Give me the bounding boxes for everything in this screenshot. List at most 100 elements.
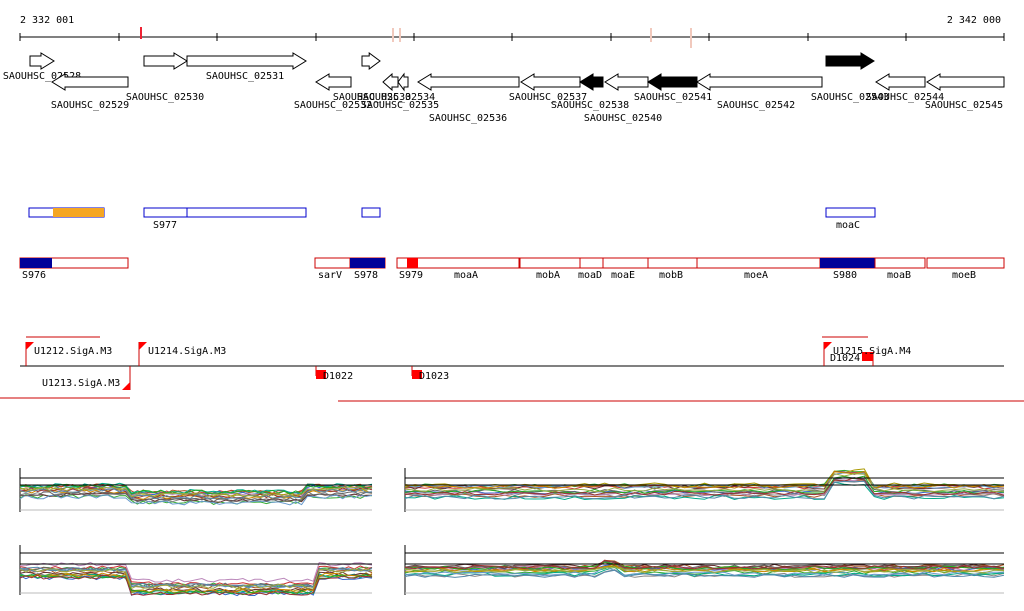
gene-label: SAOUHSC_02538 <box>551 100 629 111</box>
expression-profile-line <box>19 568 373 590</box>
red-feature-label: moaD <box>578 270 602 281</box>
expression-panel <box>19 468 373 512</box>
promoter-flag <box>824 342 832 350</box>
promoter-label: D1022 <box>323 371 353 382</box>
gene-arrow[interactable] <box>315 73 352 91</box>
promoter-label: U1215.SigA.M4 <box>833 346 911 357</box>
gene-label: SAOUHSC_02536 <box>429 113 507 124</box>
red-feature-track: S976 sarV S978 S979 moaA mobA moaD moaE mobB moeA… <box>19 257 1005 281</box>
axis-end-label: 2 342 000 <box>947 15 1001 26</box>
expression-profile-line <box>19 486 373 498</box>
blue-feature[interactable] <box>825 207 876 218</box>
gene-label: SAOUHSC_02541 <box>634 92 712 103</box>
promoter-label: U1214.SigA.M3 <box>148 346 226 357</box>
blue-feature-label: moaC <box>836 220 860 231</box>
expression-profile-line <box>404 567 1005 574</box>
blue-feature-label: S977 <box>153 220 177 231</box>
expression-profile-line <box>404 566 1005 577</box>
promoter-track: U1212.SigA.M3 U1213.SigA.M3 U1214.SigA.M… <box>0 336 1024 402</box>
red-feature[interactable] <box>396 257 520 269</box>
gene-label: SAOUHSC_02533 <box>333 92 411 103</box>
expression-panel <box>19 545 373 597</box>
red-feature-label: S979 <box>399 270 423 281</box>
promoter-box <box>412 370 422 379</box>
expression-profile-line <box>404 477 1005 497</box>
expression-panel <box>404 545 1005 595</box>
red-feature[interactable] <box>926 257 1005 269</box>
gene-arrow[interactable] <box>579 73 604 91</box>
gene-label: SAOUHSC_02545 <box>925 100 1003 111</box>
axis-markers-pale <box>392 28 692 48</box>
red-feature[interactable] <box>314 257 351 269</box>
red-feature-label: mobA <box>536 270 560 281</box>
gene-arrow[interactable] <box>696 73 823 91</box>
expression-profile-line <box>19 483 373 495</box>
gene-arrow[interactable] <box>647 73 698 91</box>
red-feature-label: moeA <box>744 270 768 281</box>
promoter-flag <box>122 382 130 390</box>
expression-profile-line <box>19 494 373 506</box>
red-feature-label: mobB <box>659 270 683 281</box>
axis-ticks <box>19 33 1005 41</box>
gene-arrow[interactable] <box>29 52 55 70</box>
red-feature-highlight <box>20 258 52 268</box>
gene-arrow[interactable] <box>604 73 649 91</box>
promoter-label: D1023 <box>419 371 449 382</box>
red-feature[interactable] <box>647 257 698 269</box>
expression-profile-line <box>19 566 373 588</box>
gene-arrow[interactable] <box>926 73 1005 91</box>
red-feature-highlight <box>820 258 875 268</box>
gene-arrow[interactable] <box>875 73 926 91</box>
red-feature-label: S980 <box>833 270 857 281</box>
red-feature-label: moaE <box>611 270 635 281</box>
expression-profile-line <box>404 472 1005 490</box>
gene-arrow[interactable] <box>397 72 409 92</box>
promoter-flag <box>26 342 34 350</box>
blue-feature[interactable] <box>186 207 307 218</box>
gene-arrow[interactable] <box>361 52 381 70</box>
expression-profile-line <box>404 473 1005 493</box>
gene-arrow[interactable] <box>382 72 399 92</box>
red-feature[interactable] <box>579 257 604 269</box>
gene-arrow[interactable] <box>143 52 188 70</box>
red-feature-highlight <box>407 258 418 268</box>
expression-profile-line <box>404 566 1004 577</box>
blue-feature[interactable] <box>361 207 381 218</box>
gene-label: SAOUHSC_02542 <box>717 100 795 111</box>
axis-start-label: 2 332 001 <box>20 15 74 26</box>
gene-arrow[interactable] <box>520 73 581 91</box>
red-feature-label: S978 <box>354 270 378 281</box>
gene-arrow[interactable] <box>186 52 307 70</box>
red-feature[interactable] <box>602 257 649 269</box>
gene-arrow[interactable] <box>417 73 520 91</box>
promoter-box <box>862 352 873 361</box>
gene-label: SAOUHSC_02531 <box>206 71 284 82</box>
gene-arrow[interactable] <box>51 73 129 91</box>
expression-profile-line <box>404 480 1005 500</box>
gene-label: SAOUHSC_02532 <box>294 100 372 111</box>
expression-profile-line <box>19 574 373 596</box>
red-feature-label: moeB <box>952 270 976 281</box>
gene-label: SAOUHSC_02537 <box>509 92 587 103</box>
red-feature[interactable] <box>696 257 821 269</box>
expression-profiles <box>19 468 1005 597</box>
gene-label: SAOUHSC_02534 <box>357 92 435 103</box>
expression-profile-line <box>404 569 1005 578</box>
red-feature-label: S976 <box>22 270 46 281</box>
blue-feature[interactable] <box>143 207 188 218</box>
gene-label: SAOUHSC_02543 <box>811 92 889 103</box>
expression-profile-line <box>404 560 1005 570</box>
red-feature-label: sarV <box>318 270 342 281</box>
gene-arrow[interactable] <box>825 52 875 70</box>
red-feature[interactable] <box>874 257 926 269</box>
red-feature[interactable] <box>519 257 581 269</box>
gene-label: SAOUHSC_02544 <box>866 92 944 103</box>
expression-profile-line <box>404 471 1005 490</box>
blue-feature-highlight <box>53 208 104 217</box>
red-feature-highlight <box>350 258 385 268</box>
expression-panel <box>404 468 1005 512</box>
red-feature-label: moaB <box>887 270 911 281</box>
expression-profile-line <box>19 561 373 583</box>
expression-profile-line <box>19 490 373 503</box>
